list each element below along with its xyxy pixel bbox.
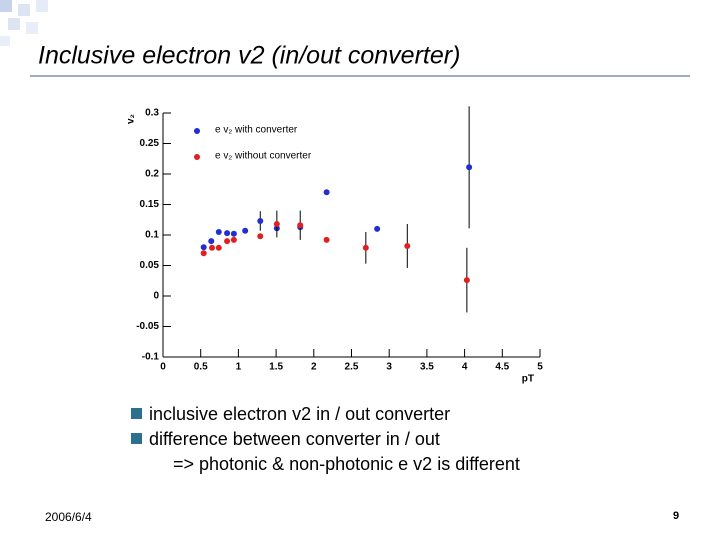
bullet: inclusive electron v2 in / out converter xyxy=(149,404,450,424)
x-tick-label: 4 xyxy=(462,362,468,373)
slide-title: Inclusive electron v2 (in/out converter) xyxy=(38,42,460,70)
y-tick-label: -0.05 xyxy=(136,321,159,332)
y-tick-label: 0.1 xyxy=(145,230,159,241)
data-point xyxy=(362,244,369,251)
x-tick-label: 1 xyxy=(236,362,242,373)
bullet-marker xyxy=(131,408,142,419)
data-point xyxy=(224,238,231,245)
legend-label: e v₂ without converter xyxy=(215,151,312,162)
data-point xyxy=(242,227,249,234)
chart: -0.1 -0.05 0 0.05 0.1 0.15 0.2 0.25 0.3 0 0.5 1 1.5 2… xyxy=(126,106,543,385)
y-tick-label: -0.1 xyxy=(142,352,160,363)
data-point xyxy=(200,250,207,257)
legend-label: e v₂ with converter xyxy=(215,125,298,136)
data-point xyxy=(273,221,280,228)
page-number: 9 xyxy=(673,510,679,522)
x-tick-label: 0.5 xyxy=(194,362,208,373)
sub-bullet: => photonic & non-photonic e v2 is diffe… xyxy=(173,454,520,474)
y-tick-label: 0.15 xyxy=(140,199,160,210)
data-point xyxy=(215,228,222,235)
data-point xyxy=(466,164,473,171)
y-tick-label: 0.3 xyxy=(145,108,159,119)
data-point xyxy=(200,244,207,251)
x-tick-label: 3.5 xyxy=(420,362,434,373)
data-point xyxy=(208,238,215,245)
data-point xyxy=(404,242,411,249)
bullet: difference between converter in / out xyxy=(149,429,440,449)
x-tick-label: 0 xyxy=(160,362,166,373)
decoration xyxy=(0,0,48,46)
y-tick-label: 0.25 xyxy=(140,138,160,149)
y-axis-title: v₂ xyxy=(126,114,137,124)
data-point xyxy=(323,236,330,243)
data-point xyxy=(463,277,470,284)
data-point xyxy=(224,230,231,237)
x-tick-label: 3 xyxy=(386,362,392,373)
date: 2006/6/4 xyxy=(45,510,92,524)
legend-marker xyxy=(194,154,200,160)
y-tick-label: 0 xyxy=(153,291,159,302)
data-point xyxy=(323,189,330,196)
data-point xyxy=(209,244,216,251)
data-point xyxy=(297,222,304,229)
y-tick-label: 0.05 xyxy=(140,260,160,271)
x-tick-label: 2.5 xyxy=(345,362,359,373)
data-point xyxy=(374,225,381,232)
y-tick-label: 0.2 xyxy=(145,169,159,180)
data-point xyxy=(230,236,237,243)
legend-marker xyxy=(194,128,200,134)
bullet-marker xyxy=(131,433,142,444)
x-tick-label: 2 xyxy=(311,362,317,373)
data-point xyxy=(230,230,237,237)
x-tick-label: 4.5 xyxy=(495,362,509,373)
data-point xyxy=(257,233,264,240)
x-tick-label: 1.5 xyxy=(269,362,283,373)
x-axis-title: pT xyxy=(522,374,534,385)
x-tick-label: 5 xyxy=(537,362,543,373)
data-point xyxy=(215,244,222,251)
data-point xyxy=(257,217,264,224)
